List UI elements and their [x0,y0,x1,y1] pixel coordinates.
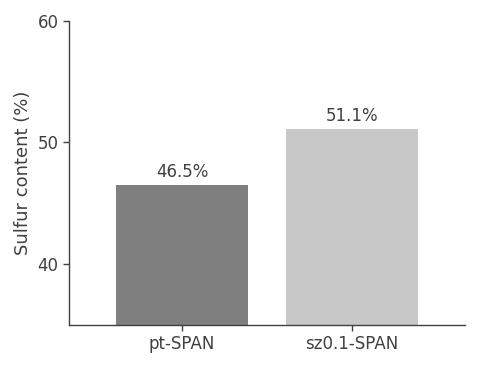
Y-axis label: Sulfur content (%): Sulfur content (%) [14,91,32,255]
Bar [286,129,418,367]
Text: 46.5%: 46.5% [156,163,208,181]
Bar [116,185,248,367]
Text: 51.1%: 51.1% [326,108,378,126]
